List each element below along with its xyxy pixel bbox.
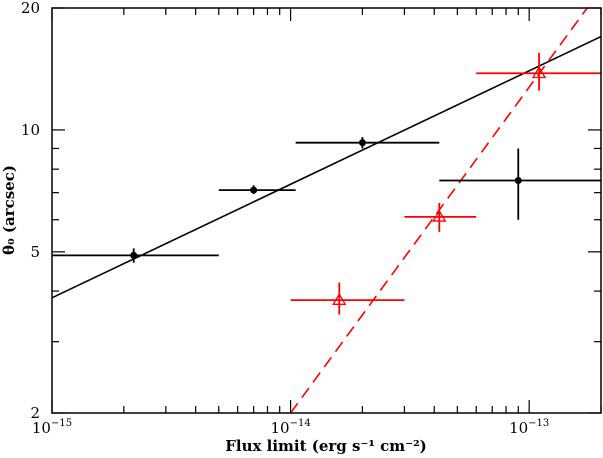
data-point (358, 139, 366, 147)
x-axis-label: Flux limit (erg s⁻¹ cm⁻²) (225, 437, 427, 455)
data-point (432, 209, 447, 222)
data-markers (130, 65, 547, 305)
y-tick-labels: 2 5 10 20 (21, 0, 40, 422)
x-tick-label: 10−14 (270, 418, 310, 437)
x-tick-labels: 10−15 10−14 10−13 (32, 418, 549, 437)
data-point (531, 65, 547, 79)
data-point (332, 292, 347, 305)
plot-frame (51, 7, 602, 414)
x-tick-label: 10−13 (509, 418, 549, 437)
data-point (130, 251, 138, 259)
y-tick-label: 5 (30, 243, 40, 261)
data-point (250, 186, 258, 194)
y-tick-label: 2 (30, 404, 40, 422)
error-bars (52, 52, 601, 315)
x-tick-label: 10−15 (32, 418, 72, 437)
minor-ticks (52, 8, 602, 413)
fit-line-black (51, 35, 602, 299)
y-axis-label: θ₀ (arcsec) (0, 165, 18, 255)
y-tick-label: 10 (21, 121, 40, 139)
y-tick-label: 20 (21, 0, 40, 17)
data-point (514, 177, 522, 185)
